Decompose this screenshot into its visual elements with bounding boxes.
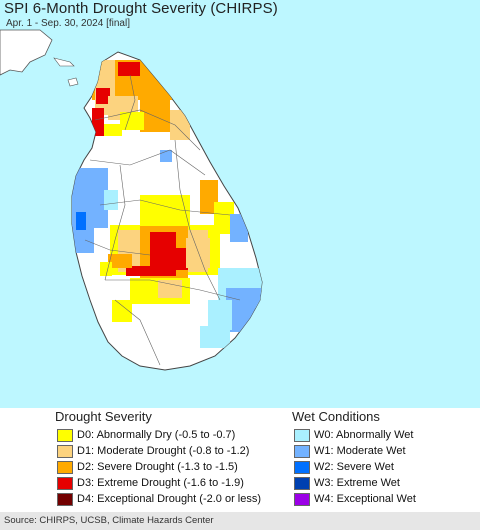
legend-swatch-d2 — [57, 460, 73, 474]
sri-lanka-map — [0, 29, 263, 371]
wet-legend-title: Wet Conditions — [292, 409, 380, 424]
legend-item-d2: D2: Severe Drought (-1.3 to -1.5) — [57, 459, 261, 475]
legend-item-w1: W1: Moderate Wet — [294, 443, 416, 459]
legend-swatch-d0 — [57, 428, 73, 442]
legend-label-w4: W4: Exceptional Wet — [314, 493, 416, 505]
legend-label-w0: W0: Abnormally Wet — [314, 429, 414, 441]
legend-swatch-d1 — [57, 444, 73, 458]
source-credit: Source: CHIRPS, UCSB, Climate Hazards Ce… — [4, 515, 214, 526]
map-subtitle: Apr. 1 - Sep. 30, 2024 [final] — [6, 18, 130, 29]
legend-item-w0: W0: Abnormally Wet — [294, 427, 416, 443]
legend-label-w1: W1: Moderate Wet — [314, 445, 406, 457]
legend-label-d3: D3: Extreme Drought (-1.6 to -1.9) — [77, 477, 244, 489]
legend-swatch-w1 — [294, 444, 310, 458]
legend-item-w3: W3: Extreme Wet — [294, 475, 416, 491]
legend-swatch-d4 — [57, 492, 73, 506]
legend-label-d2: D2: Severe Drought (-1.3 to -1.5) — [77, 461, 238, 473]
footer-bar: Source: CHIRPS, UCSB, Climate Hazards Ce… — [0, 512, 480, 530]
map-panel: SPI 6-Month Drought Severity (CHIRPS) Ap… — [0, 0, 480, 408]
india-coastline — [0, 29, 53, 76]
legend-label-d4: D4: Exceptional Drought (-2.0 or less) — [77, 493, 262, 505]
legend-item-d3: D3: Extreme Drought (-1.6 to -1.9) — [57, 475, 261, 491]
district-borders — [84, 74, 241, 366]
legend-label-d1: D1: Moderate Drought (-0.8 to -1.2) — [77, 445, 250, 457]
mannar-islet — [67, 77, 79, 87]
legend-label-w2: W2: Severe Wet — [314, 461, 394, 473]
legend-swatch-d3 — [57, 476, 73, 490]
wet-legend: W0: Abnormally Wet W1: Moderate Wet W2: … — [294, 427, 416, 507]
legend-swatch-w2 — [294, 460, 310, 474]
legend-swatch-w0 — [294, 428, 310, 442]
drought-legend: D0: Abnormally Dry (-0.5 to -0.7) D1: Mo… — [57, 427, 261, 507]
legend-label-d0: D0: Abnormally Dry (-0.5 to -0.7) — [77, 429, 236, 441]
legend-label-w3: W3: Extreme Wet — [314, 477, 400, 489]
legend-item-d1: D1: Moderate Drought (-0.8 to -1.2) — [57, 443, 261, 459]
legend-swatch-w3 — [294, 476, 310, 490]
drought-legend-title: Drought Severity — [55, 409, 152, 424]
legend-item-w2: W2: Severe Wet — [294, 459, 416, 475]
india-islet — [53, 57, 75, 67]
map-title: SPI 6-Month Drought Severity (CHIRPS) — [4, 0, 278, 17]
legend-item-w4: W4: Exceptional Wet — [294, 491, 416, 507]
legend-swatch-w4 — [294, 492, 310, 506]
legend-item-d4: D4: Exceptional Drought (-2.0 or less) — [57, 491, 261, 507]
legend-item-d0: D0: Abnormally Dry (-0.5 to -0.7) — [57, 427, 261, 443]
